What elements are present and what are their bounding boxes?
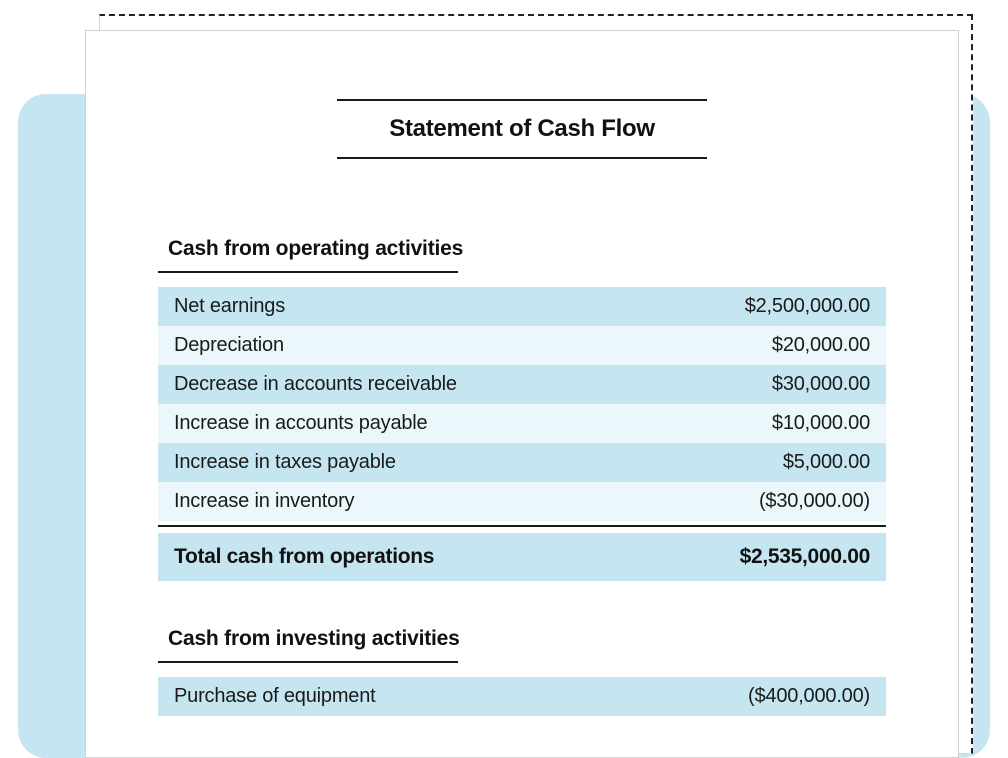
section-heading-operating: Cash from operating activities	[158, 237, 886, 271]
row-value: $10,000.00	[772, 412, 870, 435]
row-label: Depreciation	[174, 334, 284, 357]
table-row: Depreciation $20,000.00	[158, 326, 886, 365]
table-row: Increase in accounts payable $10,000.00	[158, 404, 886, 443]
row-value: $2,500,000.00	[745, 295, 870, 318]
total-value: $2,535,000.00	[740, 545, 870, 569]
row-value: $5,000.00	[783, 451, 870, 474]
section-heading-investing: Cash from investing activities	[158, 627, 886, 661]
table-row: Net earnings $2,500,000.00	[158, 287, 886, 326]
row-value: ($30,000.00)	[759, 490, 870, 513]
row-label: Purchase of equipment	[174, 685, 375, 708]
page-stack: Statement of Cash Flow Cash from operati…	[85, 14, 973, 758]
row-label: Increase in taxes payable	[174, 451, 396, 474]
page-front: Statement of Cash Flow Cash from operati…	[85, 30, 959, 758]
table-row: Increase in taxes payable $5,000.00	[158, 443, 886, 482]
row-label: Decrease in accounts receivable	[174, 373, 457, 396]
row-label: Net earnings	[174, 295, 285, 318]
row-label: Increase in accounts payable	[174, 412, 427, 435]
document-title-box: Statement of Cash Flow	[337, 99, 707, 159]
section-spacer	[158, 581, 886, 627]
total-rule	[158, 525, 886, 527]
row-value: ($400,000.00)	[748, 685, 870, 708]
table-row: Decrease in accounts receivable $30,000.…	[158, 365, 886, 404]
row-value: $20,000.00	[772, 334, 870, 357]
heading-rule	[158, 271, 458, 273]
total-label: Total cash from operations	[174, 545, 434, 569]
table-row: Purchase of equipment ($400,000.00)	[158, 677, 886, 716]
total-row: Total cash from operations $2,535,000.00	[158, 533, 886, 581]
row-label: Increase in inventory	[174, 490, 354, 513]
heading-rule	[158, 661, 458, 663]
table-row: Increase in inventory ($30,000.00)	[158, 482, 886, 521]
row-value: $30,000.00	[772, 373, 870, 396]
document-title: Statement of Cash Flow	[337, 115, 707, 143]
